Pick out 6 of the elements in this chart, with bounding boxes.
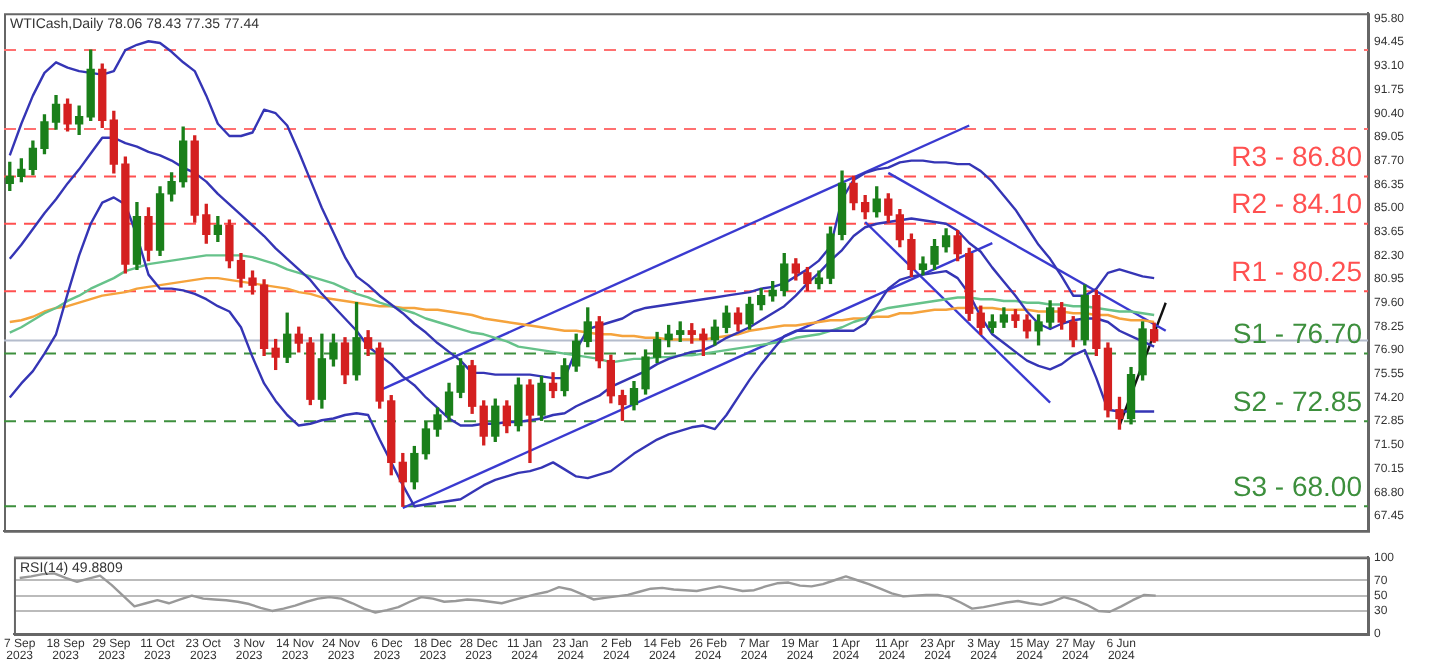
ref-line-label: R2 - 84.10 <box>1231 187 1363 220</box>
ref-line-label: S3 - 68.00 <box>1232 469 1363 502</box>
ref-line-label: R3 - 86.80 <box>1231 140 1363 173</box>
ref-line-label: S2 - 72.85 <box>1232 384 1363 417</box>
ref-line-label: R1 - 80.25 <box>1231 255 1363 288</box>
ref-line-label: S1 - 76.70 <box>1232 317 1363 350</box>
